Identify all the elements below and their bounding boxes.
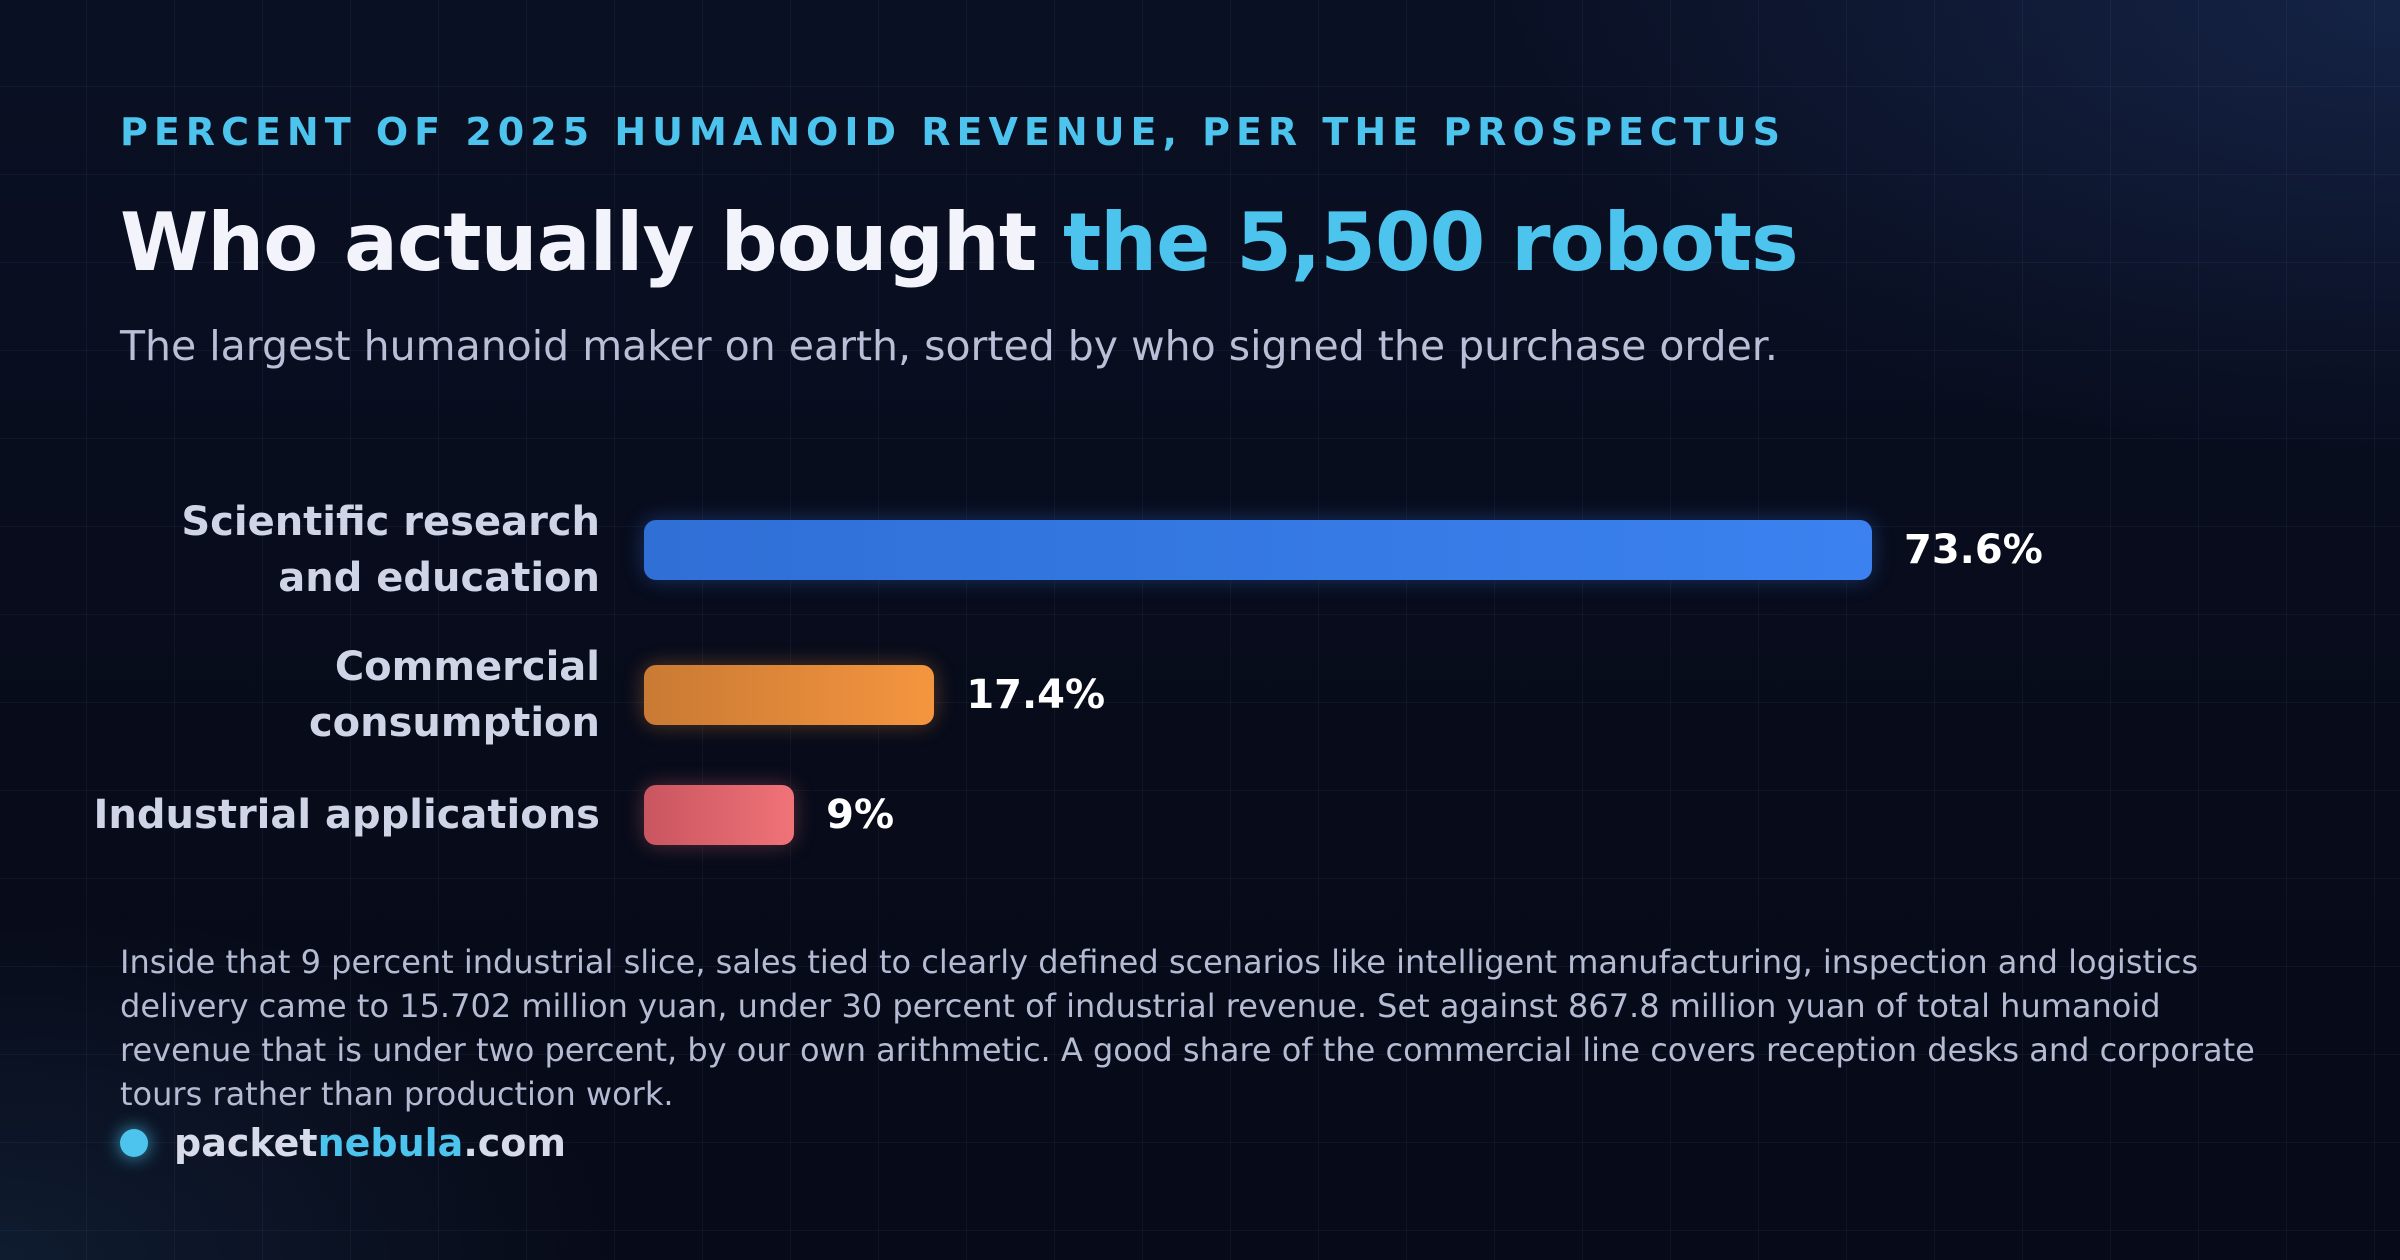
brand-logo: packetnebula.com xyxy=(120,1118,566,1168)
brand-text: packetnebula.com xyxy=(174,1121,566,1165)
category-label-1-line-2: and education xyxy=(278,555,600,601)
category-label-1: Scientific research and education xyxy=(181,494,600,606)
category-label-2-line-1: Commercial xyxy=(334,644,600,690)
footnote: Inside that 9 percent industrial slice, … xyxy=(120,943,2255,1113)
brand-part-2: nebula xyxy=(317,1121,464,1165)
category-label-1-line-1: Scientific research xyxy=(181,499,600,545)
title-main: Who actually bought xyxy=(120,196,1063,289)
brand-part-3: .com xyxy=(463,1121,566,1165)
bar-1 xyxy=(644,520,1872,580)
page-subtitle: The largest humanoid maker on earth, sor… xyxy=(120,322,1778,370)
brand-part-1: packet xyxy=(174,1121,318,1165)
page-title: Who actually bought the 5,500 robots xyxy=(120,196,1799,289)
bar-chart: Scientific research and education 73.6% Com… xyxy=(0,470,2400,870)
value-label-1: 73.6% xyxy=(1904,527,2043,573)
category-label-3-line-1: Industrial applications xyxy=(93,792,600,838)
brand-dot-icon xyxy=(120,1129,148,1157)
value-label-2: 17.4% xyxy=(966,672,1106,718)
category-label-2-line-2: consumption xyxy=(308,700,600,746)
bar-2 xyxy=(644,665,935,725)
category-label-2: Commercial consumption xyxy=(309,639,600,751)
title-accent: the 5,500 robots xyxy=(1062,196,1799,289)
value-label-3: 9% xyxy=(826,792,895,838)
kicker-label: PERCENT OF 2025 HUMANOID REVENUE, PER TH… xyxy=(120,110,1786,154)
category-label-3: Industrial applications xyxy=(94,787,600,843)
bar-3 xyxy=(644,785,795,845)
